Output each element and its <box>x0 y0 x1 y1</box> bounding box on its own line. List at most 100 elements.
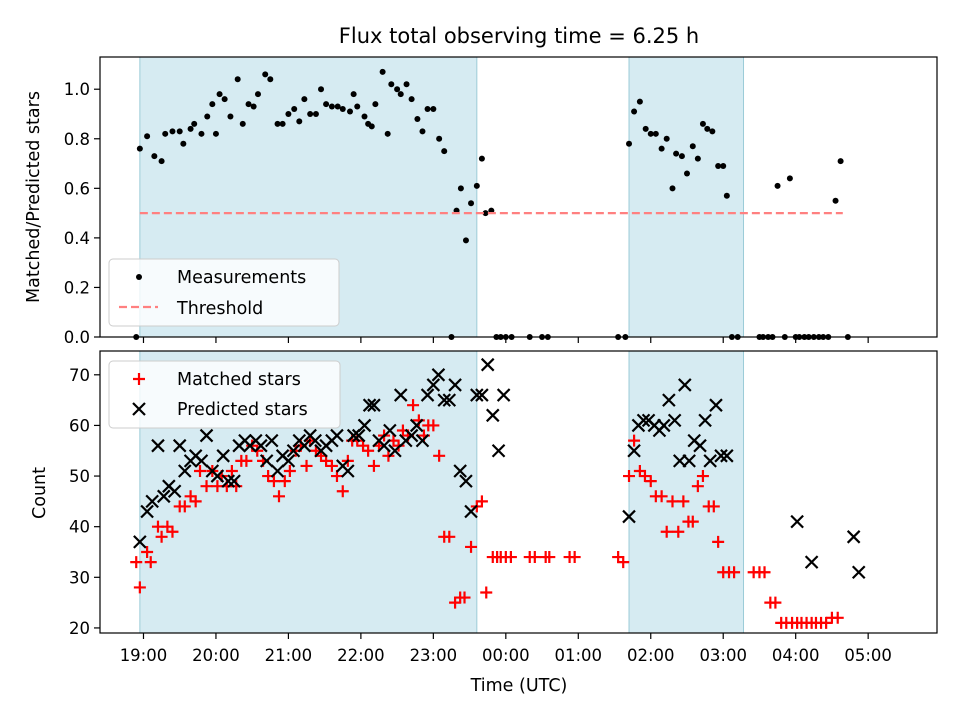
predicted-star-point <box>172 438 187 453</box>
measurement-point <box>832 197 839 204</box>
measurement-point <box>394 86 401 93</box>
predicted-star-point <box>377 438 391 453</box>
predicted-star-point <box>622 509 636 524</box>
matched-star-point <box>130 556 143 569</box>
measurement-point <box>462 237 469 244</box>
predicted-star-point <box>297 438 312 453</box>
measurement-point <box>647 130 654 137</box>
matched-star-point <box>691 480 704 493</box>
measurement-point <box>673 150 680 157</box>
matched-star-point <box>644 475 657 488</box>
measurement-point <box>136 145 143 152</box>
y-tick-label: 50 <box>69 467 90 486</box>
predicted-star-point <box>846 530 861 544</box>
legend-matched-label: Matched stars <box>177 370 301 390</box>
measurement-point <box>482 210 489 217</box>
matched-star-point <box>655 490 668 503</box>
matched-star-point <box>272 490 285 503</box>
matched-star-point <box>628 434 641 447</box>
bottom-axis-ticks: 20 30 40 50 60 70 19:00 20:00 21:00 22:00 23:00 00:… <box>69 366 892 665</box>
predicted-star-point <box>351 428 366 443</box>
measurement-point <box>361 113 368 120</box>
measurement-point <box>216 91 223 98</box>
predicted-star-point <box>254 438 268 453</box>
predicted-star-point <box>341 464 355 478</box>
predicted-star-point <box>657 418 671 433</box>
measurement-point <box>414 115 421 122</box>
predicted-star-point <box>464 504 478 519</box>
measurement-point <box>424 106 431 113</box>
predicted-star-point <box>367 398 381 412</box>
y-tick-label: 30 <box>69 568 90 587</box>
x-tick-label: 01:00 <box>555 646 603 665</box>
y-tick-label: 0.8 <box>64 130 90 149</box>
measurement-point <box>279 120 286 127</box>
legend-predicted-label: Predicted stars <box>177 400 308 420</box>
x-tick-label: 21:00 <box>265 646 313 665</box>
x-tick-label: 02:00 <box>627 646 675 665</box>
matched-star-point <box>407 399 420 412</box>
measurement-point <box>468 200 475 207</box>
predicted-star-point <box>714 449 728 463</box>
measurement-point <box>307 110 314 117</box>
predicted-star-point <box>426 378 441 392</box>
predicted-star-point <box>140 504 154 519</box>
predicted-star-point <box>475 388 489 402</box>
predicted-star-point <box>431 368 446 382</box>
measurement-point <box>323 101 330 108</box>
predicted-star-point <box>709 398 723 412</box>
x-tick-label: 19:00 <box>120 646 168 665</box>
predicted-star-point <box>362 398 377 412</box>
predicted-star-point <box>264 433 279 448</box>
measurement-point <box>457 185 464 192</box>
y-tick-label: 70 <box>69 366 90 385</box>
matched-star-point <box>166 525 179 538</box>
measurement-point <box>227 113 234 120</box>
measurement-point <box>191 120 198 127</box>
matched-star-point <box>543 551 556 564</box>
measurement-point <box>837 158 844 165</box>
y-tick-label: 0.0 <box>64 328 90 347</box>
measurement-point <box>720 163 727 170</box>
measurement-point <box>301 96 308 103</box>
predicted-star-point <box>480 357 495 372</box>
predicted-star-point <box>459 474 473 488</box>
matched-star-point <box>712 535 725 548</box>
predicted-star-point <box>194 454 209 468</box>
y-tick-label: 0.6 <box>64 179 90 198</box>
y-tick-label: 0.4 <box>64 229 90 248</box>
measurement-point <box>339 106 346 113</box>
matched-star-point <box>200 480 213 493</box>
predicted-star-point <box>693 438 707 453</box>
measurement-point <box>176 128 183 135</box>
bottom-legend: Matched stars Predicted stars <box>108 360 341 429</box>
predicted-star-point <box>662 393 676 407</box>
chart-title: Flux total observing time = 6.25 h <box>339 24 699 48</box>
matched-star-point <box>696 470 709 483</box>
y-tick-label: 60 <box>69 416 90 435</box>
measurement-point <box>704 125 711 132</box>
measurement-point <box>234 76 241 83</box>
matched-star-point <box>672 525 685 538</box>
measurement-point <box>689 143 696 150</box>
measurement-point <box>334 103 341 110</box>
predicted-star-point <box>470 388 484 402</box>
measurement-point <box>347 108 354 115</box>
measurement-point <box>250 103 257 110</box>
measurement-point <box>774 182 781 189</box>
predicted-star-point <box>491 443 506 458</box>
predicted-star-point <box>453 464 467 478</box>
predicted-star-point <box>703 454 717 468</box>
predicted-star-point <box>151 438 165 453</box>
predicted-star-point <box>133 535 147 549</box>
measurement-point <box>221 96 228 103</box>
measurement-point <box>274 120 281 127</box>
x-tick-label: 05:00 <box>844 646 892 665</box>
matched-star-point <box>141 545 154 558</box>
matched-star-point <box>133 581 146 594</box>
measurement-point <box>318 86 325 93</box>
y-tick-label: 40 <box>69 518 90 537</box>
predicted-star-point <box>790 514 804 529</box>
top-legend-box <box>108 258 340 327</box>
